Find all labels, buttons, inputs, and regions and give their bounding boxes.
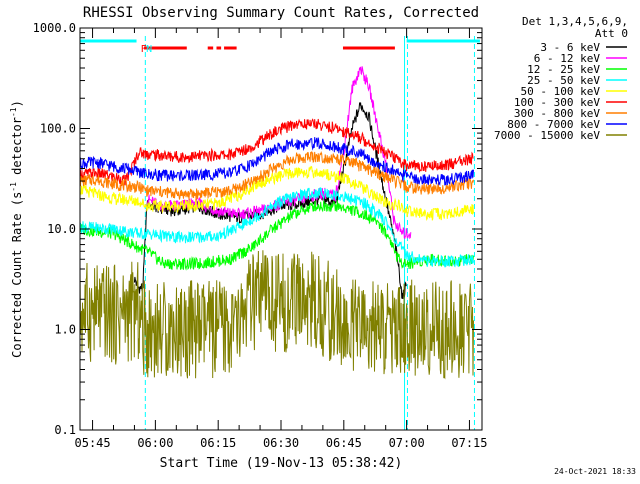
legend-title-line: Det 1,3,4,5,6,9,	[522, 15, 628, 28]
x-tick-label: 06:15	[200, 436, 236, 450]
series-line-7000-15000-kev	[79, 250, 474, 380]
series-line-50-100-kev	[79, 165, 474, 222]
flag-marker-f: F	[141, 44, 147, 55]
y-axis-label-part: )	[10, 100, 24, 107]
x-tick-label: 06:30	[263, 436, 299, 450]
y-axis-label: Corrected Count Rate (s-1 detector-1)	[9, 100, 24, 358]
x-tick-label: 06:45	[326, 436, 362, 450]
y-axis-label-superscript: -1	[9, 107, 18, 117]
footer-date: 24-Oct-2021 18:33	[554, 467, 636, 476]
series-line-25-50-kev	[79, 187, 474, 269]
legend-label-3-6-kev: 3 - 6 keV	[540, 41, 600, 54]
legend-label-50-100-kev: 50 - 100 keV	[521, 85, 601, 98]
legend-label-25-50-kev: 25 - 50 keV	[527, 74, 600, 87]
plot-axes: 0.1 1.0 10.0 100.0 1000.0 05:45 06:00 06:15 06:3…	[33, 21, 488, 450]
y-tick-label: 100.0	[40, 122, 76, 136]
flag-marker-n: N	[146, 44, 152, 55]
x-tick-label: 05:45	[75, 436, 111, 450]
x-tick-label: 06:00	[137, 436, 173, 450]
x-tick-label: 07:15	[451, 436, 487, 450]
y-axis-label-part: Corrected Count Rate (s	[10, 192, 24, 358]
legend-title-line: Att 0	[595, 27, 628, 40]
plot-series	[79, 66, 474, 380]
y-axis-label-superscript: -1	[9, 182, 18, 192]
series-line-12-25-kev	[79, 200, 474, 271]
y-tick-label: 0.1	[54, 423, 76, 437]
legend-label-100-300-kev: 100 - 300 keV	[514, 96, 600, 109]
series-line-3-6-kev	[133, 102, 407, 300]
y-tick-label: 10.0	[47, 222, 76, 236]
legend-label-12-25-kev: 12 - 25 keV	[527, 63, 600, 76]
series-line-800-7000-kev	[79, 137, 474, 187]
legend-label-800-7000-kev: 800 - 7000 keV	[507, 118, 600, 131]
chart-title: RHESSI Observing Summary Count Rates, Co…	[83, 5, 479, 21]
legend-label-7000-15000-kev: 7000 - 15000 keV	[494, 129, 600, 142]
y-axis-label-part: detector	[10, 117, 24, 182]
legend-label-6-12-kev: 6 - 12 keV	[534, 52, 601, 65]
series-line-300-800-kev	[79, 150, 474, 201]
y-tick-label: 1000.0	[33, 21, 76, 35]
x-axis-label: Start Time (19-Nov-13 05:38:42)	[160, 456, 403, 471]
legend-label-300-800-kev: 300 - 800 keV	[514, 107, 600, 120]
series-line-100-300-kev	[79, 118, 474, 187]
x-tick-label: 07:00	[389, 436, 425, 450]
y-tick-label: 1.0	[54, 323, 76, 337]
